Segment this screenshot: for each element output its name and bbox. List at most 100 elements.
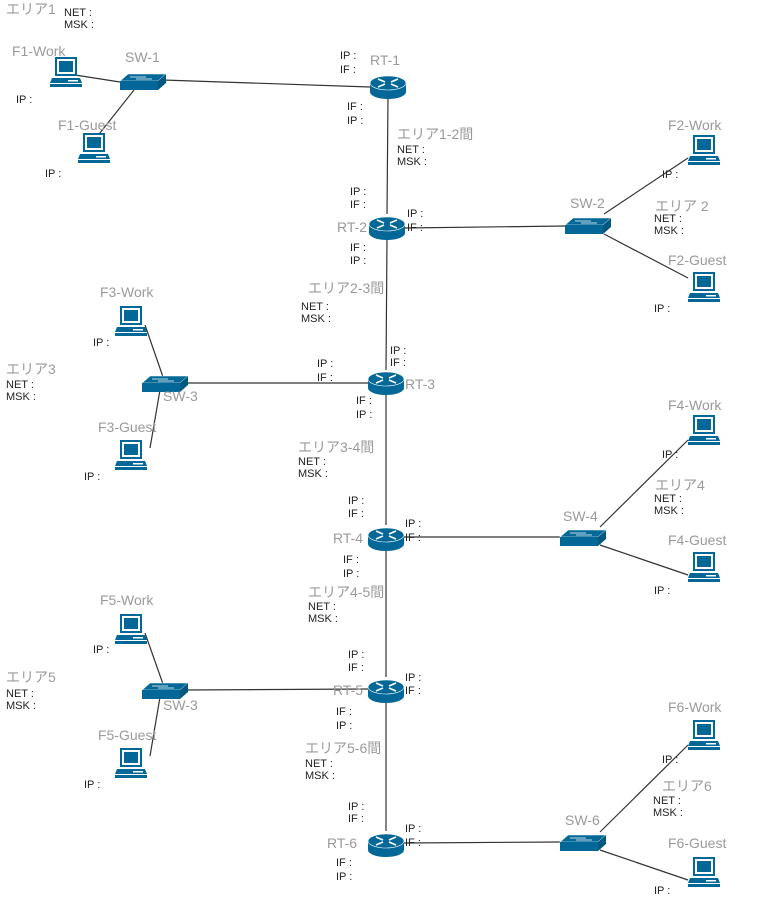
ip-address-field: IP : bbox=[348, 801, 364, 813]
computer-icon[interactable] bbox=[688, 720, 720, 750]
mask-field: MSK : bbox=[64, 19, 94, 31]
mask-field: MSK : bbox=[6, 700, 36, 712]
link-line bbox=[385, 237, 388, 371]
ip-address-field: IP : bbox=[405, 518, 421, 530]
router-icon[interactable] bbox=[369, 75, 407, 99]
net-field: NET : bbox=[308, 601, 336, 613]
interface-field: IF : bbox=[407, 222, 423, 234]
computer-icon[interactable] bbox=[78, 133, 110, 163]
device-label: F2-Guest bbox=[668, 252, 726, 268]
device-label: F6-Guest bbox=[668, 835, 726, 851]
interface-field: IF : bbox=[336, 857, 352, 869]
computer-icon[interactable] bbox=[688, 415, 720, 445]
ip-address-field: IP : bbox=[348, 495, 364, 507]
device-label: F1-Work bbox=[12, 43, 66, 59]
mask-field: MSK : bbox=[305, 770, 335, 782]
link-line bbox=[603, 233, 689, 279]
area-label: エリア4 bbox=[655, 477, 705, 493]
device-label: F3-Guest bbox=[98, 419, 156, 435]
device-label: F4-Guest bbox=[668, 532, 726, 548]
interface-field: IF : bbox=[348, 508, 364, 520]
interface-field: IF : bbox=[350, 199, 366, 211]
computer-icon[interactable] bbox=[50, 57, 82, 87]
net-field: NET : bbox=[298, 456, 326, 468]
router-icon[interactable] bbox=[367, 679, 405, 703]
devices bbox=[50, 57, 720, 887]
device-label: RT-3 bbox=[405, 376, 435, 392]
area-label: エリア1 bbox=[6, 1, 56, 17]
interface-field: IF : bbox=[347, 101, 363, 113]
interface-field: IF : bbox=[350, 242, 366, 254]
interface-field: IF : bbox=[356, 395, 372, 407]
router-icon[interactable] bbox=[367, 371, 405, 395]
ip-address-field: IP : bbox=[654, 303, 670, 315]
interface-field: IF : bbox=[405, 837, 421, 849]
interface-field: IF : bbox=[405, 532, 421, 544]
interface-field: IF : bbox=[390, 357, 406, 369]
router-icon[interactable] bbox=[367, 833, 405, 857]
link-line bbox=[599, 849, 689, 881]
link-line bbox=[599, 544, 689, 576]
interface-field: IF : bbox=[336, 706, 352, 718]
switch-icon[interactable] bbox=[559, 529, 607, 546]
ip-address-field: IP : bbox=[662, 754, 678, 766]
switch-icon[interactable] bbox=[141, 682, 189, 699]
mask-field: MSK : bbox=[301, 313, 331, 325]
computer-icon[interactable] bbox=[688, 552, 720, 582]
interface-field: IF : bbox=[348, 662, 364, 674]
device-label: RT-2 bbox=[337, 219, 367, 235]
ip-address-field: IP : bbox=[662, 449, 678, 461]
net-field: NET : bbox=[654, 493, 682, 505]
area-label: エリア4-5間 bbox=[308, 584, 384, 600]
interface-field: IF : bbox=[317, 372, 333, 384]
computer-icon[interactable] bbox=[688, 135, 720, 165]
switch-icon[interactable] bbox=[564, 217, 612, 234]
computer-icon[interactable] bbox=[115, 748, 147, 778]
link-line bbox=[149, 389, 161, 449]
mask-field: MSK : bbox=[308, 613, 338, 625]
ip-address-field: IP : bbox=[405, 823, 421, 835]
computer-icon[interactable] bbox=[115, 306, 147, 336]
device-label: F1-Guest bbox=[58, 117, 116, 133]
net-field: NET : bbox=[305, 758, 333, 770]
ip-address-field: IP : bbox=[45, 168, 61, 180]
mask-field: MSK : bbox=[397, 156, 427, 168]
mask-field: MSK : bbox=[298, 468, 328, 480]
computer-icon[interactable] bbox=[115, 614, 147, 644]
computer-icon[interactable] bbox=[688, 857, 720, 887]
net-field: NET : bbox=[654, 213, 682, 225]
net-field: NET : bbox=[397, 144, 425, 156]
net-field: NET : bbox=[653, 795, 681, 807]
router-icon[interactable] bbox=[368, 216, 406, 240]
link-line bbox=[403, 841, 561, 844]
labels: F1-Work SW-1 RT-1 F1-Guest F2-Work SW-2 RT-2 F2… bbox=[6, 1, 726, 897]
ip-address-field: IP : bbox=[93, 337, 109, 349]
device-label: SW-2 bbox=[570, 195, 605, 211]
device-label: F6-Work bbox=[668, 699, 722, 715]
device-label: RT-5 bbox=[333, 682, 363, 698]
link-line bbox=[162, 79, 371, 88]
computer-icon[interactable] bbox=[115, 440, 147, 470]
net-field: NET : bbox=[6, 379, 34, 391]
ip-address-field: IP : bbox=[84, 471, 100, 483]
link-line bbox=[404, 225, 566, 229]
switch-icon[interactable] bbox=[141, 375, 189, 392]
area-label: エリア3 bbox=[6, 361, 56, 377]
ip-address-field: IP : bbox=[93, 644, 109, 656]
switch-icon[interactable] bbox=[559, 834, 607, 851]
computer-icon[interactable] bbox=[688, 272, 720, 302]
ip-address-field: IP : bbox=[336, 871, 352, 883]
ip-address-field: IP : bbox=[405, 672, 421, 684]
interface-field: IF : bbox=[405, 685, 421, 697]
ip-address-field: IP : bbox=[336, 720, 352, 732]
device-label: F2-Work bbox=[668, 117, 722, 133]
device-label: F5-Work bbox=[100, 592, 154, 608]
ip-address-field: IP : bbox=[662, 169, 678, 181]
switch-icon[interactable] bbox=[119, 73, 167, 90]
ip-address-field: IP : bbox=[350, 186, 366, 198]
link-line bbox=[144, 632, 164, 685]
area-label: エリア1-2間 bbox=[397, 126, 473, 142]
device-label: RT-1 bbox=[370, 52, 400, 68]
net-field: NET : bbox=[301, 301, 329, 313]
router-icon[interactable] bbox=[367, 527, 405, 551]
